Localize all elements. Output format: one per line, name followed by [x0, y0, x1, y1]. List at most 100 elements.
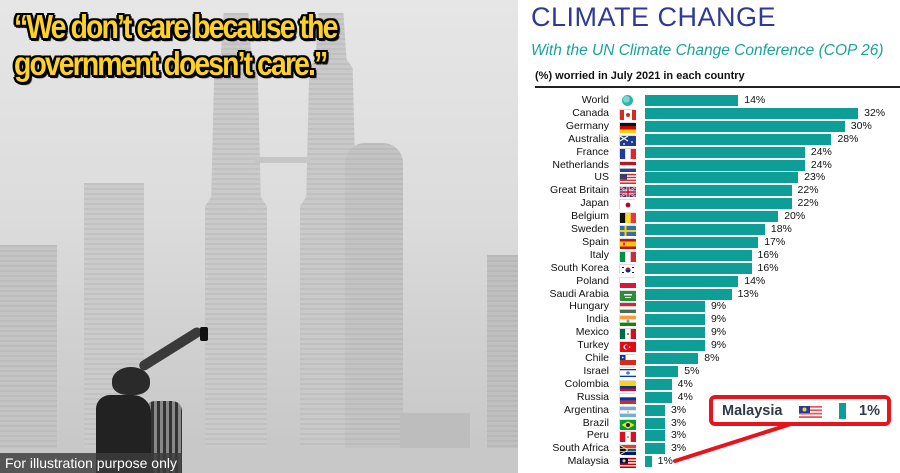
- bar-row-brazil: Brazil 3%: [521, 417, 900, 430]
- petronas-tower-left: [205, 13, 267, 473]
- bar: [645, 365, 679, 377]
- bar: [645, 378, 672, 390]
- country-label: Australia: [568, 132, 609, 145]
- bar-row-australia: Australia 28%: [521, 133, 900, 146]
- value-label: 14%: [744, 94, 766, 106]
- country-label: Belgium: [571, 210, 609, 223]
- callout-value: 1%: [859, 403, 880, 419]
- bar: [645, 159, 805, 171]
- country-label: Poland: [576, 274, 609, 287]
- bar: [645, 262, 752, 274]
- value-label: 9%: [710, 326, 727, 339]
- value-label: 24%: [810, 158, 832, 171]
- bar: [645, 107, 859, 119]
- great-britain-flag-icon: [619, 186, 636, 198]
- headline-quote: “We don’t care because the government do…: [14, 8, 375, 82]
- country-label: Italy: [589, 248, 609, 261]
- bar: [645, 185, 792, 197]
- poland-flag-icon: [619, 276, 636, 288]
- photo-caption: For illustration purpose only: [0, 453, 182, 473]
- globe-icon: [622, 95, 633, 106]
- israel-flag-icon: [619, 366, 636, 378]
- turkey-flag-icon: [619, 341, 636, 353]
- russia-flag-icon: [619, 392, 636, 404]
- country-label: US: [594, 171, 609, 184]
- bar-row-saudi-arabia: Saudi Arabia 13%: [521, 288, 900, 301]
- country-label: Japan: [580, 197, 609, 210]
- value-label: 17%: [764, 235, 786, 248]
- callout-bar: [839, 403, 846, 419]
- country-label: Israel: [583, 364, 609, 377]
- bar: [645, 456, 652, 468]
- bar-row-colombia: Colombia 4%: [521, 378, 900, 391]
- mexico-flag-icon: [619, 328, 636, 340]
- bar: [645, 211, 779, 223]
- bar-row-turkey: Turkey 9%: [521, 339, 900, 353]
- bar: [645, 404, 665, 416]
- value-label: 16%: [757, 248, 779, 261]
- country-label: Argentina: [564, 403, 609, 416]
- bar-row-japan: Japan 22%: [521, 197, 900, 211]
- bar-row-france: France 24%: [521, 146, 900, 159]
- value-label: 23%: [804, 171, 826, 184]
- malaysia-flag-icon: [619, 457, 636, 469]
- argentina-flag-icon: [619, 405, 636, 417]
- value-label: 9%: [710, 339, 727, 352]
- climate-chart-panel: CLIMATE CHANGE With the UN Climate Chang…: [518, 0, 900, 473]
- value-label: 22%: [797, 184, 819, 197]
- value-label: 16%: [757, 261, 779, 274]
- country-label: Russia: [576, 390, 609, 403]
- value-label: 3%: [670, 442, 687, 455]
- france-flag-icon: [619, 147, 636, 159]
- brazil-flag-icon: [619, 418, 636, 430]
- bar-row-hungary: Hungary 9%: [521, 300, 900, 314]
- canada-flag-icon: [619, 108, 636, 120]
- malaysia-flag-icon: [799, 405, 822, 418]
- selfie-arm: [137, 325, 204, 373]
- value-label: 3%: [670, 416, 687, 429]
- chile-flag-icon: [619, 354, 636, 365]
- value-label: 4%: [677, 390, 693, 403]
- value-label: 8%: [704, 352, 720, 364]
- bar-row-south-korea: South Korea 16%: [521, 262, 900, 275]
- country-label: Canada: [572, 106, 609, 119]
- bar-row-argentina: Argentina 3%: [521, 404, 900, 417]
- colombia-flag-icon: [619, 379, 636, 391]
- netherlands-flag-icon: [619, 160, 636, 172]
- country-label: Saudi Arabia: [549, 287, 609, 300]
- country-label: Turkey: [577, 339, 609, 352]
- country-label: India: [586, 313, 609, 326]
- bar: [645, 288, 732, 300]
- country-label: Malaysia: [567, 455, 609, 468]
- building-left: [0, 245, 57, 473]
- country-label: Sweden: [571, 223, 609, 235]
- spain-flag-icon: [619, 237, 636, 249]
- bar: [645, 417, 665, 429]
- bar: [645, 301, 705, 313]
- bar: [645, 172, 799, 184]
- sweden-flag-icon: [619, 225, 636, 236]
- australia-flag-icon: [619, 134, 636, 146]
- value-label: 32%: [864, 106, 886, 119]
- value-label: 1%: [657, 455, 673, 468]
- value-label: 20%: [784, 210, 806, 223]
- germany-flag-icon: [619, 121, 636, 133]
- bar-row-india: India 9%: [521, 313, 900, 327]
- bar: [645, 275, 739, 287]
- bar: [645, 224, 765, 235]
- country-label: France: [576, 145, 609, 158]
- bar: [645, 198, 792, 210]
- bar: [645, 120, 845, 132]
- round-tower: [345, 143, 403, 473]
- value-label: 24%: [810, 145, 832, 158]
- callout-label: Malaysia: [722, 403, 783, 419]
- country-label: Colombia: [564, 377, 609, 390]
- country-label: Chile: [585, 352, 609, 364]
- south-korea-flag-icon: [619, 263, 636, 275]
- bar: [645, 249, 752, 261]
- country-label: Mexico: [575, 326, 609, 339]
- south-africa-flag-icon: [619, 444, 636, 456]
- headline-line-1: “We don’t care because the: [14, 8, 338, 45]
- bar-row-canada: Canada 32%: [521, 107, 900, 120]
- bar: [645, 236, 759, 248]
